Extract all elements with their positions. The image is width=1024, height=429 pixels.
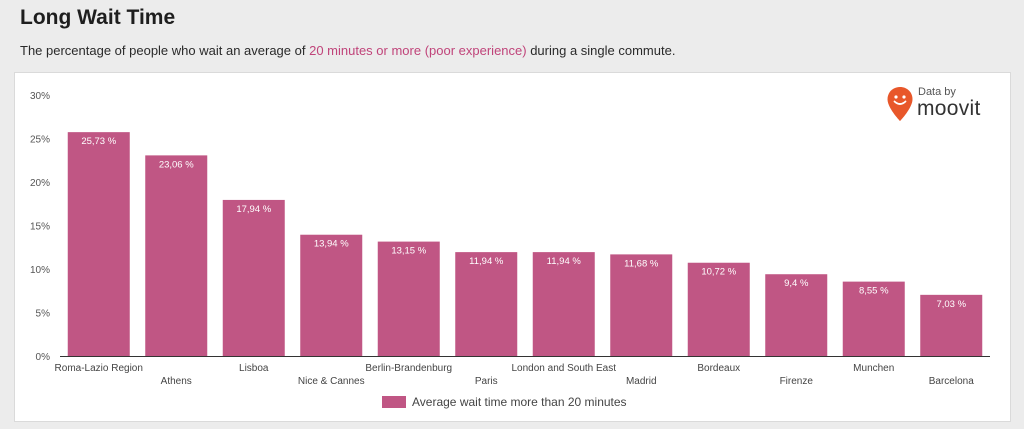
bar-value-label: 11,94 % bbox=[547, 256, 582, 267]
bar bbox=[222, 199, 285, 356]
bar-value-label: 7,03 % bbox=[936, 299, 966, 310]
x-tick-label: Roma-Lazio Region bbox=[55, 363, 143, 374]
data-source-badge: Data by moovit bbox=[884, 84, 1004, 126]
bar-value-label: 13,15 % bbox=[391, 246, 426, 257]
subtitle-text-start: The percentage of people who wait an ave… bbox=[20, 43, 310, 58]
x-tick-label: Barcelona bbox=[929, 376, 974, 387]
bar bbox=[532, 252, 595, 356]
bar-value-label: 11,94 % bbox=[469, 256, 504, 267]
y-tick-label: 25% bbox=[30, 135, 50, 146]
y-tick-label: 15% bbox=[30, 222, 50, 233]
x-tick-label: Munchen bbox=[853, 363, 894, 374]
bar-value-label: 9,4 % bbox=[784, 278, 809, 289]
moovit-pin-icon bbox=[887, 87, 913, 121]
legend-label: Average wait time more than 20 minutes bbox=[412, 395, 627, 409]
bar bbox=[300, 234, 363, 356]
bar bbox=[455, 252, 518, 356]
page-title: Long Wait Time bbox=[20, 6, 176, 29]
bar-value-label: 17,94 % bbox=[236, 204, 271, 215]
subtitle-highlight: 20 minutes or more (poor experience) bbox=[309, 43, 527, 58]
bar bbox=[765, 274, 828, 356]
bar-value-label: 8,55 % bbox=[859, 286, 889, 297]
bar bbox=[920, 294, 983, 356]
y-tick-label: 30% bbox=[30, 91, 50, 102]
bar bbox=[687, 262, 750, 356]
bar-value-label: 10,72 % bbox=[701, 267, 736, 278]
x-tick-label: Nice & Cannes bbox=[298, 376, 365, 387]
data-by-label: Data by bbox=[918, 86, 956, 98]
x-tick-label: Athens bbox=[161, 376, 192, 387]
bar bbox=[610, 254, 673, 356]
x-tick-label: Paris bbox=[475, 376, 498, 387]
chart-legend[interactable]: Average wait time more than 20 minutes bbox=[382, 395, 627, 409]
bar bbox=[67, 132, 130, 356]
legend-swatch bbox=[382, 396, 406, 408]
y-tick-label: 0% bbox=[36, 352, 51, 363]
x-tick-label: Bordeaux bbox=[697, 363, 740, 374]
bar-value-label: 11,68 % bbox=[624, 258, 659, 269]
y-tick-label: 5% bbox=[36, 309, 51, 320]
y-tick-label: 20% bbox=[30, 178, 50, 189]
y-tick-label: 10% bbox=[30, 265, 50, 276]
page-subtitle: The percentage of people who wait an ave… bbox=[20, 43, 675, 58]
x-tick-label: London and South East bbox=[511, 363, 616, 374]
bar-value-label: 25,73 % bbox=[81, 136, 116, 147]
x-tick-label: Lisboa bbox=[239, 363, 269, 374]
bar bbox=[842, 281, 905, 356]
bar bbox=[145, 155, 208, 356]
x-tick-label: Berlin-Brandenburg bbox=[365, 363, 452, 374]
bar-value-label: 23,06 % bbox=[159, 159, 194, 170]
moovit-logo-text: moovit bbox=[917, 97, 981, 120]
bar-value-label: 13,94 % bbox=[314, 239, 349, 250]
x-tick-label: Madrid bbox=[626, 376, 657, 387]
x-tick-label: Firenze bbox=[780, 376, 814, 387]
subtitle-text-end: during a single commute. bbox=[526, 43, 676, 58]
bar bbox=[377, 241, 440, 356]
